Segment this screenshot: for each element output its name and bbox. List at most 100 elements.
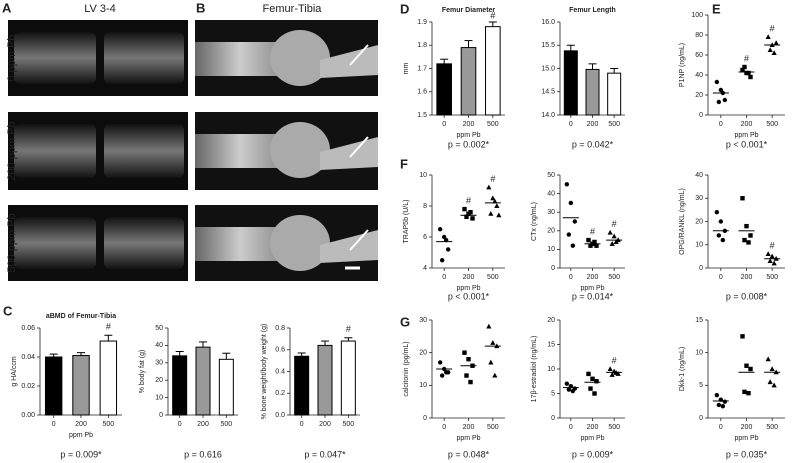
y-tick-label: 0.0 [275, 412, 285, 419]
y-tick-label: 0.2 [275, 390, 285, 397]
x-tick-label: 200 [197, 421, 209, 428]
x-tick-label: 500 [608, 424, 620, 431]
x-tick-label: 200 [463, 121, 475, 128]
row-label: 0 ppm Pb [6, 34, 18, 81]
y-tick-label: 5 [551, 390, 555, 397]
p-value: p = 0.047* [304, 449, 346, 459]
bar [72, 355, 90, 416]
y-axis-label: TRAP5b (U/L) [403, 200, 410, 244]
data-point [594, 243, 599, 248]
data-point [494, 203, 500, 208]
x-tick-label: 500 [342, 421, 354, 428]
data-point [462, 350, 467, 355]
data-point [742, 389, 747, 395]
bar [172, 355, 188, 416]
significance: # [346, 324, 351, 334]
p-value: p = 0.042* [572, 139, 614, 149]
data-point [488, 210, 494, 216]
data-point [722, 97, 728, 103]
p-value: p = 0.014* [572, 291, 614, 301]
data-point [592, 391, 597, 396]
data-point [594, 379, 599, 384]
bar [218, 358, 234, 416]
data-point [771, 50, 777, 55]
data-point [714, 79, 720, 85]
y-tick-label: 14.5 [541, 89, 555, 96]
y-axis-label: CTx (ng/mL) [531, 202, 538, 241]
row-label: 500 ppm Pb [6, 213, 18, 272]
data-point [765, 356, 771, 362]
y-tick-label: 16.0 [541, 19, 555, 26]
data-point [445, 247, 451, 252]
y-tick-label: 40 [695, 172, 703, 179]
data-point [490, 195, 496, 201]
chart-title: Femur Diameter [442, 7, 496, 14]
data-point [767, 379, 773, 385]
data-point [718, 219, 724, 224]
panel-letter: A [2, 0, 12, 15]
data-point [767, 258, 773, 264]
data-point [722, 399, 728, 404]
x-tick-label: 500 [766, 274, 778, 281]
data-point [742, 237, 747, 243]
panel-letter: B [196, 0, 205, 15]
x-axis-label: ppm Pb [456, 435, 480, 442]
significance: # [744, 53, 749, 63]
y-axis-label: mm [403, 63, 410, 75]
panel-letter: F [400, 156, 408, 171]
y-tick-label: 50 [155, 325, 163, 332]
x-tick-label: 500 [766, 121, 778, 128]
significance: # [770, 240, 775, 250]
y-tick-label: 0.6 [275, 347, 285, 354]
data-point [714, 210, 720, 215]
y-tick-label: 1.6 [417, 89, 427, 96]
bar [460, 47, 477, 116]
x-axis-label: ppm Pb [69, 432, 93, 439]
y-tick-label: 20 [695, 92, 703, 99]
y-tick-label: 0.4 [275, 368, 285, 375]
row-labels: 0 ppm Pb 200 ppm Pb 500 ppm Pb [6, 34, 18, 272]
panel-letter: C [3, 303, 13, 318]
data-point [611, 233, 617, 239]
x-tick-label: 200 [741, 274, 753, 281]
y-tick-label: 0 [699, 415, 703, 422]
y-tick-label: 40 [155, 342, 163, 349]
y-tick-label: 8 [423, 203, 427, 210]
data-point [716, 233, 722, 238]
data-point [570, 388, 576, 394]
y-tick-label: 100 [691, 12, 703, 19]
data-point [464, 214, 469, 220]
data-point [748, 233, 753, 238]
significance: # [612, 355, 617, 365]
panel-letter: D [400, 1, 409, 16]
y-tick-label: 1.5 [417, 112, 427, 119]
panel-letter: E [712, 1, 721, 16]
x-tick-label: 0 [719, 121, 723, 128]
y-tick-label: 30 [419, 317, 427, 324]
data-point [572, 219, 578, 224]
y-tick-label: 10 [695, 350, 703, 357]
significance: # [106, 322, 111, 332]
data-point [744, 223, 749, 229]
x-tick-label: 500 [220, 421, 232, 428]
data-point [746, 390, 751, 396]
y-tick-label: 15 [547, 341, 555, 348]
bar [563, 50, 578, 116]
p-value: p = 0.008* [726, 291, 768, 301]
data-point [590, 376, 595, 381]
p-value: p < 0.001* [726, 139, 768, 149]
y-tick-label: 20 [695, 218, 703, 225]
data-point [588, 386, 593, 391]
x-tick-label: 0 [719, 274, 723, 281]
data-point [466, 357, 471, 362]
y-tick-label: 15.5 [541, 42, 555, 49]
bar [485, 26, 501, 116]
y-axis-label: P1NP (ng/mL) [679, 43, 686, 87]
row-label: 200 ppm Pb [6, 121, 18, 180]
data-point [564, 381, 570, 386]
x-tick-label: 0 [442, 424, 446, 431]
x-tick-label: 200 [75, 421, 87, 428]
y-axis-label: g HA/ccm [11, 356, 18, 387]
data-point [720, 404, 726, 409]
